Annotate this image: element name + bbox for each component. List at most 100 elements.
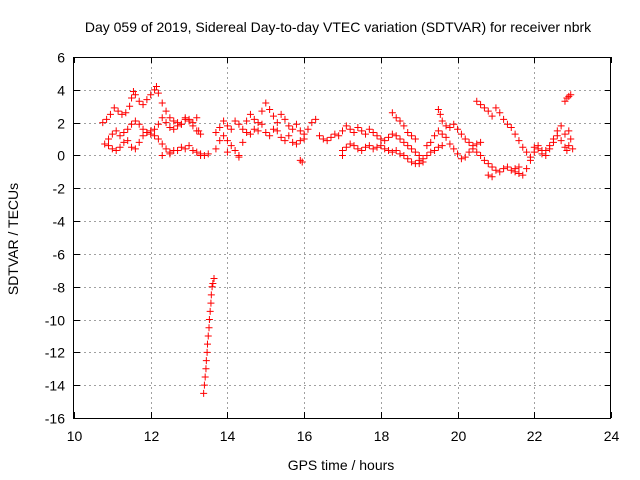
y-tick-label: 6 xyxy=(57,50,65,66)
data-point-sat-track-c xyxy=(177,143,185,151)
data-point-sat-track-f xyxy=(362,130,370,138)
data-point-sat-track-k xyxy=(526,156,534,164)
data-point-sat-track-g xyxy=(346,140,354,148)
data-point-sat-track-outlier xyxy=(201,373,209,381)
data-point-sat-track-h xyxy=(477,138,485,146)
data-point-sat-track-f xyxy=(365,125,373,133)
data-point-sat-track-d xyxy=(231,117,239,125)
data-point-sat-track-i xyxy=(473,148,481,156)
data-point-sat-track-g xyxy=(385,147,393,155)
data-point-sat-track-i xyxy=(438,130,446,138)
y-tick-label: -14 xyxy=(45,378,65,394)
data-point-sat-track-k xyxy=(567,135,575,143)
data-point-sat-track-outlier xyxy=(207,291,215,299)
y-tick-label: -2 xyxy=(53,181,66,197)
data-point-sat-track-a xyxy=(152,83,160,91)
data-point-sat-track-g xyxy=(438,142,446,150)
data-point-sat-track-misc xyxy=(419,158,427,166)
data-point-sat-track-e xyxy=(266,132,274,140)
data-point-sat-track-h xyxy=(465,138,473,146)
data-point-sat-track-e xyxy=(292,140,300,148)
data-point-sat-track-b xyxy=(116,132,124,140)
data-point-sat-track-d xyxy=(223,122,231,130)
data-point-sat-track-h xyxy=(400,122,408,130)
data-point-sat-track-b xyxy=(108,130,116,138)
data-point-sat-track-outlier xyxy=(207,299,215,307)
data-point-sat-track-f xyxy=(350,128,358,136)
data-point-sat-track-f xyxy=(323,137,331,145)
data-point-sat-track-j xyxy=(484,107,492,115)
data-point-sat-track-j xyxy=(473,97,481,105)
data-point-sat-track-g xyxy=(350,142,358,150)
data-point-sat-track-h xyxy=(457,130,465,138)
data-point-sat-track-d xyxy=(308,119,316,127)
y-tick-label: -6 xyxy=(53,247,66,263)
data-point-sat-track-e xyxy=(246,130,254,138)
data-point-sat-track-k xyxy=(515,170,523,178)
data-point-sat-track-g xyxy=(400,151,408,159)
data-point-sat-track-outlier xyxy=(203,348,211,356)
data-point-sat-track-g xyxy=(427,148,435,156)
data-point-sat-track-e xyxy=(269,125,277,133)
data-point-sat-track-a xyxy=(147,91,155,99)
data-point-sat-track-c xyxy=(147,127,155,135)
data-point-sat-track-i xyxy=(492,166,500,174)
data-point-sat-track-h xyxy=(438,117,446,125)
data-point-sat-track-a xyxy=(154,89,162,97)
data-point-sat-track-b xyxy=(154,120,162,128)
data-point-sat-track-g xyxy=(354,145,362,153)
data-point-sat-track-k xyxy=(523,165,531,173)
data-point-sat-track-h xyxy=(411,135,419,143)
data-point-sat-track-b xyxy=(135,120,143,128)
data-point-sat-track-a xyxy=(122,109,130,117)
data-point-sat-track-outlier xyxy=(200,389,208,397)
data-point-sat-track-j xyxy=(557,122,565,130)
data-point-sat-track-b xyxy=(177,120,185,128)
data-point-sat-track-f xyxy=(385,133,393,141)
data-point-sat-track-a xyxy=(129,87,137,95)
data-point-sat-track-k xyxy=(567,91,575,99)
data-point-sat-track-j xyxy=(511,130,519,138)
data-point-sat-track-e xyxy=(231,147,239,155)
data-point-sat-track-d xyxy=(258,107,266,115)
data-point-sat-track-e xyxy=(212,145,220,153)
data-point-sat-track-misc xyxy=(235,153,243,161)
data-point-sat-track-g xyxy=(388,148,396,156)
data-point-sat-track-j xyxy=(503,120,511,128)
data-point-sat-track-misc xyxy=(484,171,492,179)
data-point-sat-track-c xyxy=(139,132,147,140)
data-point-sat-track-i xyxy=(488,163,496,171)
data-point-sat-track-a xyxy=(128,94,136,102)
data-point-sat-track-c xyxy=(108,145,116,153)
data-point-sat-track-f xyxy=(331,130,339,138)
data-point-sat-track-f xyxy=(315,132,323,140)
data-point-sat-track-i xyxy=(457,155,465,163)
data-point-sat-track-b xyxy=(101,140,109,148)
data-point-sat-track-h xyxy=(473,140,481,148)
data-point-sat-track-a xyxy=(162,107,170,115)
data-point-sat-track-b xyxy=(170,125,178,133)
data-point-sat-track-f xyxy=(358,127,366,135)
data-point-sat-track-f xyxy=(319,135,327,143)
data-point-sat-track-d xyxy=(246,110,254,118)
x-tick-label: 16 xyxy=(297,428,313,444)
data-point-sat-track-b xyxy=(131,117,139,125)
data-point-sat-track-a xyxy=(139,101,147,109)
data-point-sat-track-i xyxy=(507,166,515,174)
y-tick-label: -12 xyxy=(45,345,65,361)
data-point-sat-track-j xyxy=(515,137,523,145)
data-point-sat-track-d xyxy=(269,112,277,120)
data-point-sat-track-b xyxy=(174,122,182,130)
data-point-sat-track-e xyxy=(220,132,228,140)
data-point-sat-track-b xyxy=(166,124,174,132)
data-point-sat-track-k xyxy=(561,97,569,105)
data-point-sat-track-d xyxy=(220,117,228,125)
data-point-sat-track-g xyxy=(365,142,373,150)
data-point-sat-track-j xyxy=(496,109,504,117)
data-point-sat-track-outlier xyxy=(205,324,213,332)
data-point-sat-track-outlier xyxy=(209,279,217,287)
data-point-sat-track-k xyxy=(561,143,569,151)
data-point-sat-track-misc xyxy=(488,173,496,181)
data-point-sat-track-f xyxy=(396,135,404,143)
data-point-sat-track-c xyxy=(204,150,212,158)
